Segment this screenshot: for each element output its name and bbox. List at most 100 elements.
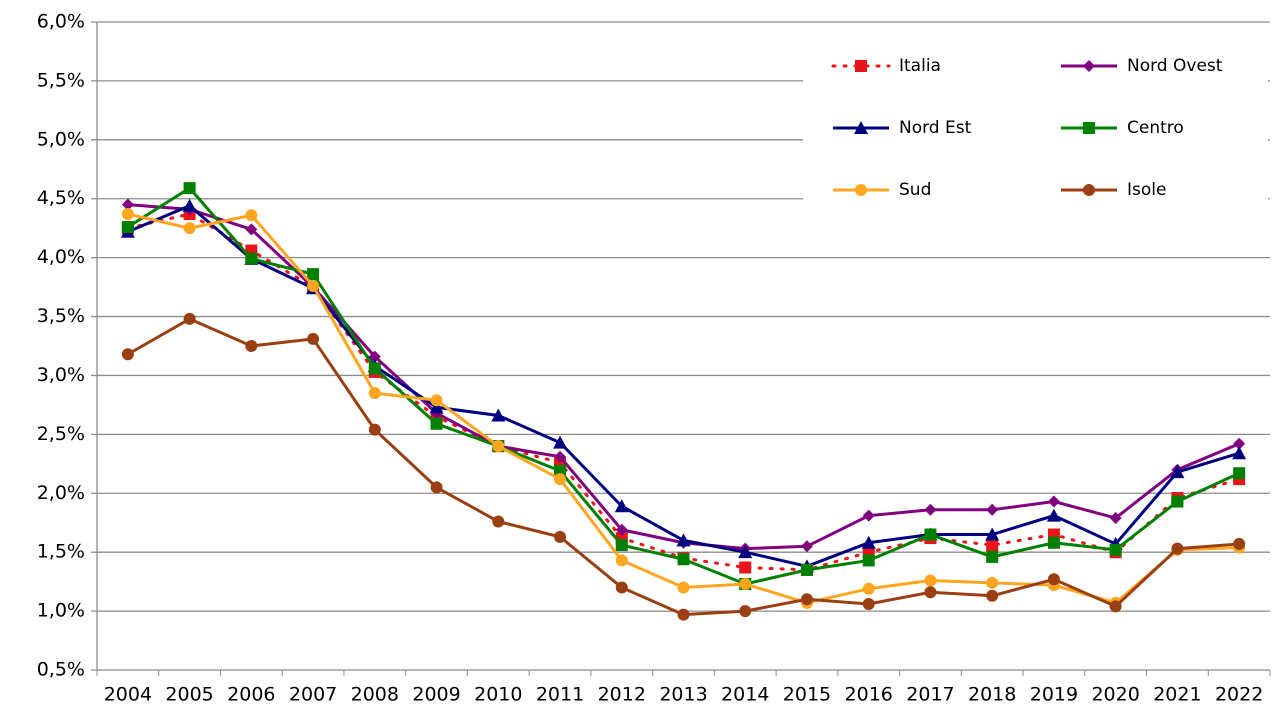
y-tick-label: 2,5% [37,423,85,445]
marker [677,581,690,594]
x-tick-label: 2022 [1215,684,1263,706]
marker [183,312,196,325]
y-tick-label: 6,0% [37,11,85,33]
marker [430,417,443,430]
legend-label: Nord Ovest [1127,56,1223,76]
y-tick-label: 1,0% [37,600,85,622]
marker [121,198,134,211]
marker [676,533,691,547]
y-tick-label: 2,0% [37,482,85,504]
marker [615,554,628,567]
x-tick-label: 2018 [968,684,1016,706]
marker [121,221,134,234]
marker [615,523,628,536]
series-line [127,317,1240,617]
marker [1232,446,1247,460]
marker [554,530,567,543]
x-tick-label: 2019 [1030,684,1078,706]
y-tick-label: 1,5% [37,541,85,563]
marker [1047,495,1060,508]
marker [307,268,320,281]
marker [862,598,875,611]
marker [182,198,197,212]
marker [1046,508,1061,522]
x-tick-label: 2021 [1153,684,1201,706]
x-tick-label: 2004 [104,684,152,706]
marker [183,222,196,235]
marker [985,527,1000,541]
x-tick-label: 2016 [845,684,893,706]
legend: Italia Nord Ovest Nord Est Centro Sud Isole [803,23,1268,223]
marker [1109,512,1122,525]
marker [1083,122,1095,134]
marker [677,553,690,566]
marker [368,362,381,375]
marker [1047,536,1060,549]
marker [738,545,753,559]
x-tick-label: 2014 [721,684,769,706]
marker [614,499,629,513]
series-line [127,203,1240,551]
x-tick-label: 2020 [1091,684,1139,706]
marker [739,577,752,590]
marker [430,394,443,407]
marker [1047,573,1060,586]
marker [429,400,444,414]
series-line [126,212,1241,572]
marker [986,539,999,552]
marker [307,279,320,292]
marker [739,561,752,574]
marker [554,464,567,477]
x-tick-label: 2006 [227,684,275,706]
marker [245,252,258,265]
marker [854,121,868,134]
marker [862,509,875,522]
marker [862,582,875,595]
marker [615,581,628,594]
marker [245,244,258,257]
marker [368,387,381,400]
marker [986,576,999,589]
marker [245,223,258,236]
x-tick-label: 2007 [289,684,337,706]
x-tick-label: 2008 [351,684,399,706]
legend-label: Centro [1127,118,1184,138]
marker [1109,600,1122,613]
marker [855,60,867,72]
marker [553,435,568,449]
marker [677,608,690,621]
marker [615,539,628,552]
marker [245,209,258,222]
marker [1109,543,1122,556]
marker [800,540,813,553]
y-tick-label: 5,0% [37,128,85,150]
x-tick-label: 2011 [536,684,584,706]
legend-label: Italia [899,56,941,76]
marker [1171,495,1184,508]
marker [1233,437,1246,450]
y-tick-label: 4,5% [37,187,85,209]
marker [1233,467,1246,480]
marker [739,605,752,618]
marker [554,450,567,463]
marker [924,574,937,587]
marker [368,423,381,436]
marker [1233,537,1246,550]
legend-label: Isole [1127,180,1166,200]
marker [121,208,134,221]
marker [245,340,258,352]
marker [430,481,443,494]
x-tick-label: 2010 [474,684,522,706]
marker [554,473,567,486]
marker [492,515,505,528]
marker [491,408,506,422]
x-tick-label: 2013 [659,684,707,706]
legend-label: Sud [899,180,931,200]
marker [800,593,813,606]
x-tick-label: 2005 [165,684,213,706]
marker [924,586,937,599]
legend-box [803,23,1268,223]
marker [121,348,134,361]
marker [861,535,876,549]
